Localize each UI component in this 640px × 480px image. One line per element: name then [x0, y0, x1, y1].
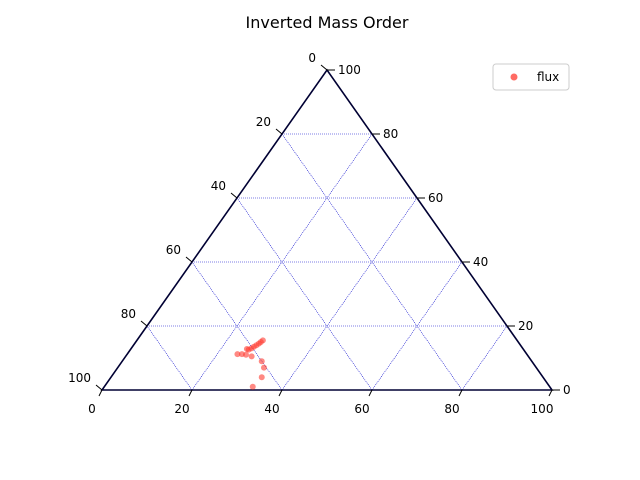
triangle-frame — [100, 68, 554, 391]
data-point — [234, 351, 241, 358]
bottom-tick — [548, 389, 553, 397]
axis-ticks: 0 20 40 60 80 100 100 80 60 40 20 0 0 20 40 60 80 100 — [68, 51, 571, 416]
data-point — [249, 383, 256, 390]
legend-label: flux — [537, 70, 559, 84]
right-tick-label: 20 — [518, 319, 533, 333]
bottom-tick-label: 100 — [531, 402, 554, 416]
data-point — [243, 351, 249, 358]
right-tick-label: 40 — [473, 255, 488, 269]
data-point — [243, 346, 250, 353]
right-tick-label: 60 — [428, 191, 443, 205]
bottom-tick — [458, 389, 463, 397]
left-tick-label: 40 — [211, 179, 226, 193]
left-tick-label: 80 — [121, 307, 136, 321]
bottom-tick — [188, 389, 193, 397]
left-tick-label: 60 — [166, 243, 181, 257]
data-point — [258, 374, 265, 381]
grid-lines — [146, 133, 508, 391]
left-tick — [275, 128, 283, 135]
bottom-tick-label: 80 — [444, 402, 459, 416]
grid-line — [371, 261, 463, 391]
legend-marker — [510, 73, 518, 81]
data-points — [234, 337, 267, 390]
data-point — [261, 364, 267, 371]
grid-line — [191, 261, 283, 391]
grid-line — [281, 197, 418, 391]
grid-line — [236, 197, 373, 391]
chart-title: Inverted Mass Order — [246, 13, 409, 32]
bottom-tick-label: 40 — [264, 402, 279, 416]
right-tick-label: 80 — [383, 127, 398, 141]
bottom-tick-label: 60 — [354, 402, 369, 416]
right-tick-label: 0 — [563, 383, 571, 397]
bottom-tick-label: 20 — [174, 402, 189, 416]
bottom-tick-label: 0 — [88, 402, 96, 416]
left-tick-label: 20 — [256, 115, 271, 129]
data-point — [248, 353, 255, 360]
left-tick — [230, 192, 238, 199]
left-tick-label: 100 — [68, 371, 91, 385]
bottom-tick — [278, 389, 283, 397]
grid-line — [146, 325, 193, 391]
left-tick — [320, 64, 328, 71]
data-point — [258, 358, 265, 365]
left-tick — [185, 256, 193, 263]
right-tick-label: 100 — [338, 63, 361, 77]
legend-box — [492, 63, 570, 91]
left-tick — [95, 384, 103, 391]
bottom-tick — [98, 389, 103, 397]
left-tick-label: 0 — [308, 51, 316, 65]
legend: flux — [492, 63, 570, 91]
bottom-tick — [368, 389, 373, 397]
left-tick — [140, 320, 148, 327]
grid-line — [461, 325, 508, 391]
